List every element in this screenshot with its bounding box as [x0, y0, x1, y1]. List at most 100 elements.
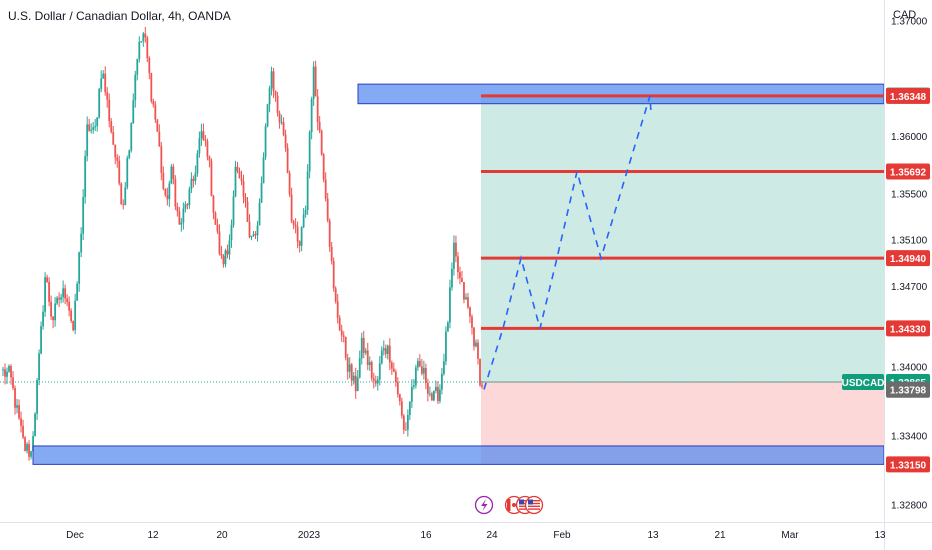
us-flag-icon[interactable] [524, 495, 544, 515]
demand-zone[interactable] [32, 445, 885, 465]
projection-path[interactable] [483, 95, 652, 390]
candle [447, 320, 449, 332]
candle [226, 244, 229, 259]
candle [66, 294, 69, 307]
candle [362, 330, 365, 359]
candle [98, 87, 101, 119]
candle [236, 161, 239, 174]
candle [178, 207, 181, 225]
candle [116, 154, 119, 168]
candle [18, 399, 20, 420]
candle [439, 384, 441, 404]
candle [10, 364, 12, 385]
price-tag[interactable]: 1.36348 [886, 87, 930, 104]
candle [308, 130, 311, 179]
time-tick-label: 2023 [298, 530, 321, 541]
candle [252, 231, 255, 237]
candle [188, 186, 191, 209]
price-tag-value: 1.36348 [890, 92, 927, 103]
candle [412, 379, 415, 390]
candle [2, 367, 4, 376]
candle [394, 369, 397, 387]
candle [114, 144, 117, 165]
candle [38, 349, 40, 386]
candle [122, 199, 125, 210]
candle [120, 182, 123, 205]
candle [324, 172, 327, 202]
candle [88, 118, 91, 132]
candle [376, 376, 379, 391]
candle [84, 150, 87, 204]
candle [166, 187, 169, 206]
candle [224, 248, 227, 268]
price-tag[interactable]: 1.33150 [886, 456, 930, 473]
candle [152, 98, 155, 108]
candle [350, 363, 353, 387]
candle [26, 442, 28, 454]
supply-zone[interactable] [357, 83, 885, 105]
candle [424, 363, 427, 390]
candle [354, 367, 357, 399]
time-tick-label: Mar [781, 530, 799, 541]
candle [404, 422, 407, 431]
candle [92, 121, 95, 134]
candle [360, 332, 363, 365]
candle [288, 170, 291, 197]
candle [158, 124, 161, 147]
time-tick-label: 24 [486, 530, 498, 541]
candle [200, 123, 203, 146]
candle [386, 344, 389, 360]
price-tag[interactable]: 1.34330 [886, 320, 930, 337]
candle [306, 164, 309, 216]
candle [398, 393, 401, 406]
time-tick-label: Dec [66, 530, 84, 541]
candle [210, 158, 213, 197]
candle [60, 293, 63, 304]
candle [426, 378, 429, 402]
price-tag[interactable]: 1.35692 [886, 163, 930, 180]
candle [190, 172, 193, 194]
candle [42, 305, 44, 330]
candle [168, 180, 171, 207]
candle [6, 367, 8, 384]
candle [473, 326, 475, 351]
candle [62, 280, 65, 303]
time-tick-label: 20 [216, 530, 228, 541]
candle [338, 315, 341, 332]
candle [110, 118, 113, 134]
candle [20, 411, 22, 433]
candle [228, 234, 231, 260]
candle [180, 218, 183, 232]
candle [144, 26, 147, 43]
candle [445, 326, 447, 366]
price-tag-value: 1.33150 [890, 460, 927, 471]
candle [258, 198, 261, 226]
price-tick-label: 1.35500 [891, 190, 928, 201]
candle [78, 251, 81, 292]
price-tag[interactable]: 1.34940 [886, 250, 930, 267]
candle [254, 231, 257, 240]
candle [402, 413, 405, 434]
candle [310, 96, 313, 140]
candle [58, 292, 61, 308]
candle [437, 381, 439, 405]
price-tag[interactable]: 1.33798 [886, 381, 930, 398]
time-tick-label: 12 [147, 530, 159, 541]
candle [264, 123, 267, 160]
candle [186, 203, 189, 210]
candle [242, 174, 245, 204]
candle [368, 356, 371, 371]
candle [104, 66, 107, 96]
candle [218, 224, 221, 256]
candle [441, 367, 443, 395]
candle [70, 308, 73, 324]
candle [56, 295, 59, 306]
candle [12, 370, 14, 391]
candle [52, 316, 55, 329]
candle [364, 347, 367, 356]
candle [459, 266, 461, 285]
candle [106, 87, 109, 108]
candle [268, 85, 271, 113]
lightning-icon[interactable] [474, 495, 494, 515]
